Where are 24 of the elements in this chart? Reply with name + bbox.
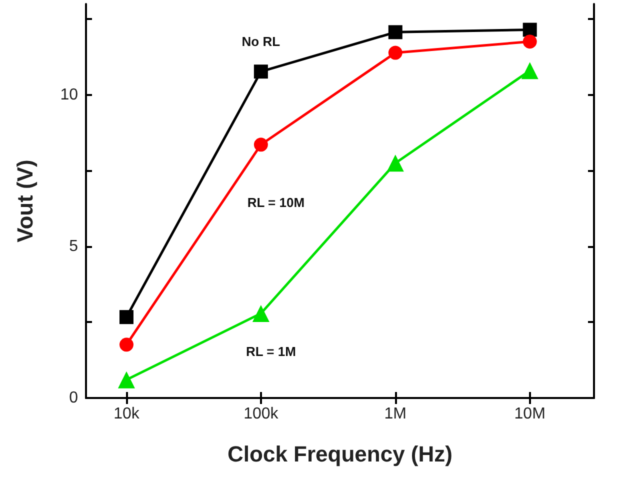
y-axis-title: Vout (V): [12, 160, 38, 242]
y-tick-label: 10: [60, 86, 78, 104]
x-tick-label: 1M: [384, 406, 407, 422]
x-axis-title: Clock Frequency (Hz): [228, 442, 452, 466]
series-label: RL = 10M: [247, 195, 305, 210]
point: [254, 64, 268, 79]
point: [118, 371, 135, 388]
x-tick-label: 10k: [114, 406, 140, 422]
series-label: No RL: [242, 34, 280, 50]
point: [388, 46, 402, 60]
point: [388, 25, 402, 40]
point: [119, 310, 134, 324]
point: [522, 34, 537, 49]
y-tick-label: 5: [69, 238, 78, 255]
point: [254, 138, 268, 152]
point: [386, 154, 404, 172]
y-tick-label: 0: [69, 390, 78, 406]
point: [252, 304, 270, 322]
x-tick-label: 10M: [514, 406, 546, 422]
x-tick-label: 100k: [244, 406, 280, 422]
point: [119, 338, 134, 352]
point: [522, 22, 537, 37]
series-label: RL = 1M: [246, 344, 296, 359]
point: [521, 62, 538, 80]
